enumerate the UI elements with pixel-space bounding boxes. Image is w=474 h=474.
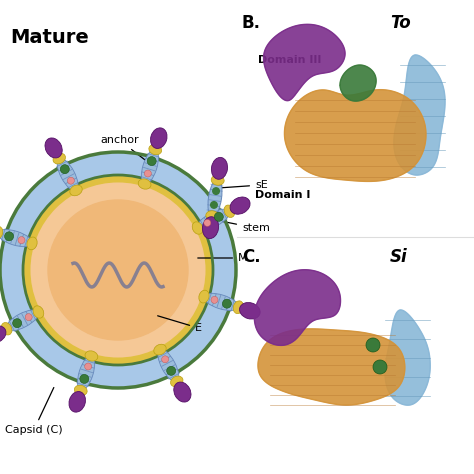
Ellipse shape <box>224 205 235 218</box>
Circle shape <box>85 363 91 370</box>
Polygon shape <box>284 90 426 182</box>
Ellipse shape <box>197 209 230 230</box>
Text: sE: sE <box>221 180 268 190</box>
Circle shape <box>162 356 169 363</box>
Ellipse shape <box>158 349 179 382</box>
Ellipse shape <box>6 310 39 331</box>
Ellipse shape <box>33 306 44 318</box>
Circle shape <box>204 219 211 227</box>
Text: Si: Si <box>390 248 408 266</box>
Circle shape <box>147 156 156 165</box>
Text: Domain I: Domain I <box>255 190 310 200</box>
Text: C.: C. <box>242 248 261 266</box>
Ellipse shape <box>1 323 12 335</box>
Circle shape <box>214 212 223 221</box>
Polygon shape <box>264 24 345 100</box>
Ellipse shape <box>45 138 62 158</box>
Polygon shape <box>255 270 340 346</box>
Circle shape <box>212 187 220 195</box>
Ellipse shape <box>78 356 95 391</box>
Ellipse shape <box>0 326 6 343</box>
Ellipse shape <box>211 175 224 185</box>
Circle shape <box>222 299 231 308</box>
Ellipse shape <box>151 128 167 148</box>
Ellipse shape <box>69 392 85 412</box>
Circle shape <box>23 175 213 365</box>
Polygon shape <box>258 329 405 405</box>
Text: E: E <box>158 316 202 333</box>
Ellipse shape <box>0 229 32 246</box>
Ellipse shape <box>202 217 219 238</box>
Ellipse shape <box>208 179 222 217</box>
Circle shape <box>5 232 14 241</box>
Ellipse shape <box>192 222 203 234</box>
Ellipse shape <box>233 301 244 314</box>
Text: B.: B. <box>242 14 261 32</box>
Circle shape <box>211 296 218 303</box>
Ellipse shape <box>141 149 158 184</box>
Ellipse shape <box>211 157 228 179</box>
Ellipse shape <box>53 153 65 164</box>
Circle shape <box>80 374 89 383</box>
Text: M: M <box>198 253 247 263</box>
Circle shape <box>145 170 151 177</box>
Text: stem: stem <box>208 219 270 233</box>
Circle shape <box>48 200 188 340</box>
Polygon shape <box>394 55 445 175</box>
Circle shape <box>25 314 32 320</box>
Ellipse shape <box>239 302 260 319</box>
Ellipse shape <box>57 158 78 191</box>
Ellipse shape <box>27 237 37 250</box>
Ellipse shape <box>154 344 166 355</box>
Circle shape <box>167 366 176 375</box>
Ellipse shape <box>0 227 3 239</box>
Text: Capsid (C): Capsid (C) <box>5 388 63 435</box>
Circle shape <box>0 152 236 388</box>
Circle shape <box>60 164 69 173</box>
Circle shape <box>18 237 25 244</box>
Ellipse shape <box>204 293 238 310</box>
Ellipse shape <box>230 197 250 214</box>
Text: To: To <box>390 14 410 32</box>
Text: Domain III: Domain III <box>258 55 321 65</box>
Ellipse shape <box>149 145 162 155</box>
Ellipse shape <box>199 290 209 303</box>
Ellipse shape <box>74 385 87 395</box>
Circle shape <box>13 319 22 328</box>
Circle shape <box>373 360 387 374</box>
Circle shape <box>210 201 218 209</box>
Polygon shape <box>385 310 430 405</box>
Ellipse shape <box>70 185 82 196</box>
Polygon shape <box>340 65 376 101</box>
Ellipse shape <box>174 382 191 402</box>
Circle shape <box>67 177 74 184</box>
Text: anchor: anchor <box>100 135 156 168</box>
Ellipse shape <box>206 211 219 221</box>
Circle shape <box>366 338 380 352</box>
Ellipse shape <box>85 351 98 361</box>
Ellipse shape <box>171 376 183 387</box>
Text: Mature: Mature <box>10 28 89 47</box>
Ellipse shape <box>138 179 151 189</box>
